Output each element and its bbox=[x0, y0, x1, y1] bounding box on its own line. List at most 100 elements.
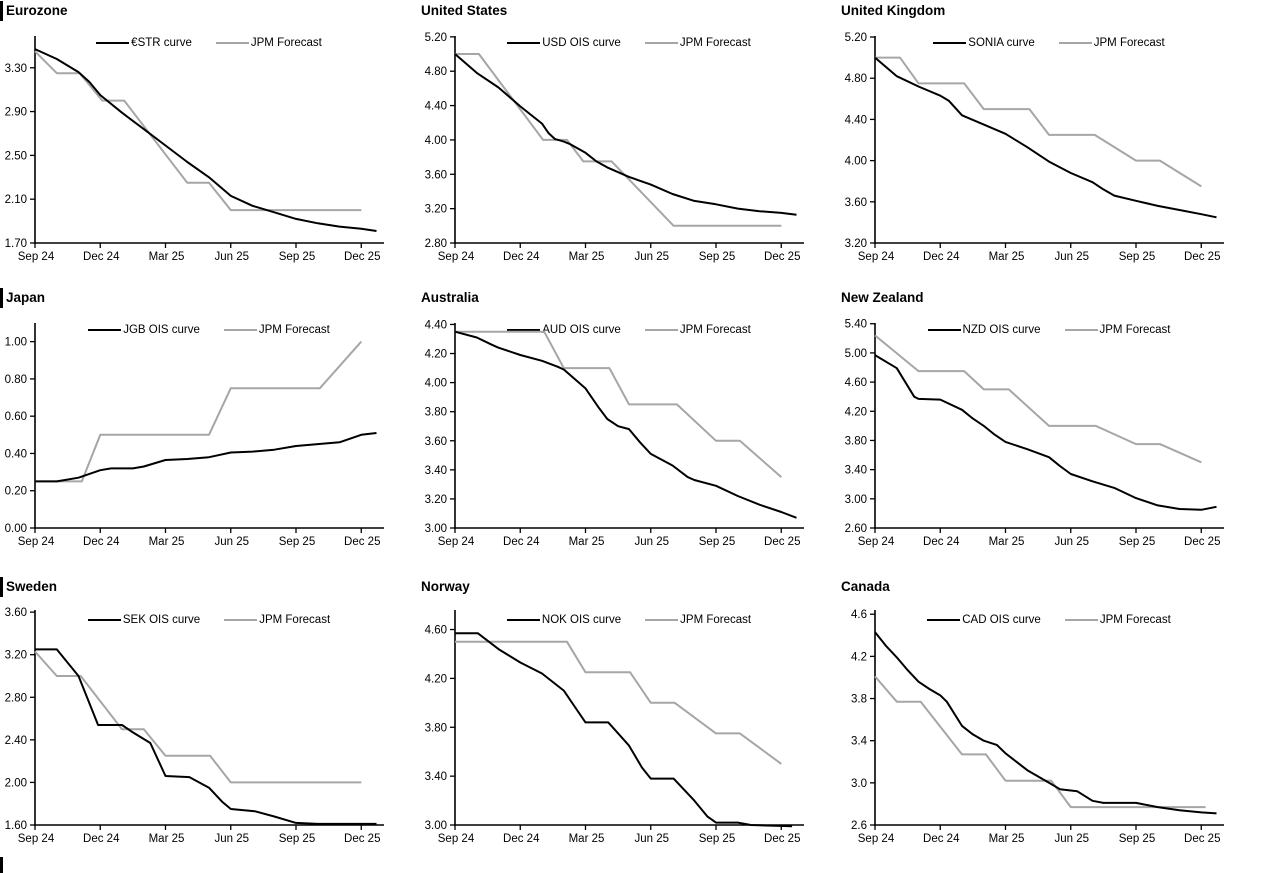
svg-text:3.30: 3.30 bbox=[5, 63, 27, 75]
svg-text:Jun 25: Jun 25 bbox=[634, 536, 669, 548]
svg-text:3.00: 3.00 bbox=[425, 820, 447, 832]
series-label: JPM Forecast bbox=[1099, 614, 1171, 626]
series-label: JPM Forecast bbox=[258, 324, 330, 336]
svg-text:Sep 25: Sep 25 bbox=[279, 833, 315, 845]
chart-legend: JGB OIS curve JPM Forecast bbox=[35, 323, 383, 337]
svg-text:Mar 25: Mar 25 bbox=[989, 536, 1025, 548]
svg-text:Sep 25: Sep 25 bbox=[699, 251, 735, 263]
series-label: JPM Forecast bbox=[1099, 324, 1171, 336]
svg-text:5.20: 5.20 bbox=[425, 32, 447, 44]
svg-text:4.20: 4.20 bbox=[845, 406, 867, 418]
svg-text:Jun 25: Jun 25 bbox=[1054, 251, 1089, 263]
svg-text:Mar 25: Mar 25 bbox=[149, 251, 185, 263]
svg-text:2.40: 2.40 bbox=[5, 735, 27, 747]
svg-text:3.80: 3.80 bbox=[425, 407, 447, 419]
series-line-sample-black bbox=[933, 42, 967, 44]
chart-legend: USD OIS curve JPM Forecast bbox=[455, 36, 803, 50]
svg-text:Dec 24: Dec 24 bbox=[923, 833, 960, 845]
svg-text:4.80: 4.80 bbox=[845, 73, 867, 85]
chart-title-text: United Kingdom bbox=[841, 3, 946, 18]
svg-text:3.80: 3.80 bbox=[425, 722, 447, 734]
svg-text:Sep 24: Sep 24 bbox=[858, 833, 895, 845]
chart-legend: NZD OIS curve JPM Forecast bbox=[875, 323, 1223, 337]
svg-text:Jun 25: Jun 25 bbox=[634, 251, 669, 263]
svg-text:Sep 24: Sep 24 bbox=[438, 536, 475, 548]
svg-text:4.40: 4.40 bbox=[425, 101, 447, 113]
svg-text:2.00: 2.00 bbox=[5, 777, 27, 789]
svg-text:2.80: 2.80 bbox=[5, 692, 27, 704]
series-line-sample-black bbox=[927, 619, 961, 621]
chart-panel-norway: Norway NOK OIS curve JPM Forecast 4.60 4.… bbox=[420, 571, 840, 873]
svg-text:Jun 25: Jun 25 bbox=[634, 833, 669, 845]
svg-text:2.60: 2.60 bbox=[845, 523, 867, 535]
chart-title: Norway bbox=[420, 577, 470, 596]
svg-text:3.20: 3.20 bbox=[5, 650, 27, 662]
svg-text:Sep 25: Sep 25 bbox=[1119, 536, 1155, 548]
svg-text:Sep 24: Sep 24 bbox=[858, 251, 895, 263]
series-line-sample-gray bbox=[215, 42, 249, 44]
chart-legend: CAD OIS curve JPM Forecast bbox=[875, 613, 1223, 627]
section-edge-bar bbox=[0, 1, 3, 21]
svg-text:Sep 25: Sep 25 bbox=[279, 251, 315, 263]
svg-text:Sep 25: Sep 25 bbox=[699, 833, 735, 845]
svg-text:2.6: 2.6 bbox=[851, 820, 867, 832]
series-label: JPM Forecast bbox=[259, 614, 331, 626]
svg-text:Dec 25: Dec 25 bbox=[344, 833, 380, 845]
svg-text:Dec 25: Dec 25 bbox=[1184, 251, 1220, 263]
svg-text:Dec 25: Dec 25 bbox=[344, 251, 380, 263]
chart-title-text: Sweden bbox=[6, 579, 58, 594]
svg-text:4.40: 4.40 bbox=[845, 114, 867, 126]
series-label: JPM Forecast bbox=[680, 614, 752, 626]
series-label: JPM Forecast bbox=[679, 324, 751, 336]
svg-text:Mar 25: Mar 25 bbox=[989, 251, 1025, 263]
svg-text:0.80: 0.80 bbox=[5, 374, 27, 386]
svg-text:Sep 24: Sep 24 bbox=[18, 833, 55, 845]
svg-text:4.00: 4.00 bbox=[425, 135, 447, 147]
svg-text:2.90: 2.90 bbox=[5, 107, 27, 119]
series-line-sample-gray bbox=[644, 42, 678, 44]
svg-text:Dec 25: Dec 25 bbox=[764, 251, 800, 263]
series-line-sample-gray bbox=[223, 329, 257, 331]
chart-title: Sweden bbox=[0, 577, 57, 597]
svg-text:5.40: 5.40 bbox=[845, 319, 867, 331]
svg-text:3.80: 3.80 bbox=[845, 435, 867, 447]
chart-title: Canada bbox=[840, 577, 890, 596]
svg-text:3.40: 3.40 bbox=[425, 465, 447, 477]
series-line-sample-gray bbox=[1064, 619, 1098, 621]
series-line-sample-black bbox=[507, 329, 541, 331]
series-line-sample-gray bbox=[1064, 329, 1098, 331]
chart-legend: NOK OIS curve JPM Forecast bbox=[455, 613, 803, 627]
series-line-sample-gray bbox=[1058, 42, 1092, 44]
svg-text:4.00: 4.00 bbox=[425, 378, 447, 390]
svg-text:5.00: 5.00 bbox=[845, 348, 867, 360]
svg-text:Sep 24: Sep 24 bbox=[438, 833, 475, 845]
section-edge-bar-partial bbox=[0, 857, 3, 873]
chart-title-text: Australia bbox=[421, 290, 479, 305]
series-line-sample-black bbox=[87, 619, 121, 621]
chart-title-text: United States bbox=[421, 3, 508, 18]
svg-text:3.60: 3.60 bbox=[425, 169, 447, 181]
series-line-sample-black bbox=[507, 42, 541, 44]
svg-text:1.70: 1.70 bbox=[5, 238, 27, 250]
series-line-sample-black bbox=[927, 329, 961, 331]
svg-text:Dec 24: Dec 24 bbox=[83, 536, 120, 548]
series-label: SEK OIS curve bbox=[122, 614, 201, 626]
series-label: AUD OIS curve bbox=[542, 324, 621, 336]
series-label: NZD OIS curve bbox=[962, 324, 1041, 336]
svg-text:Dec 24: Dec 24 bbox=[83, 251, 120, 263]
svg-text:4.20: 4.20 bbox=[425, 673, 447, 685]
series-label: NOK OIS curve bbox=[541, 614, 622, 626]
svg-text:0.20: 0.20 bbox=[5, 486, 27, 498]
svg-text:4.80: 4.80 bbox=[425, 66, 447, 78]
series-line-sample-black bbox=[96, 42, 130, 44]
svg-text:Sep 24: Sep 24 bbox=[18, 251, 55, 263]
svg-text:Sep 25: Sep 25 bbox=[1119, 833, 1155, 845]
chart-panel-united-states: United States USD OIS curve JPM Forecast… bbox=[420, 0, 840, 285]
chart-title: New Zealand bbox=[840, 288, 924, 307]
svg-text:0.00: 0.00 bbox=[5, 523, 27, 535]
